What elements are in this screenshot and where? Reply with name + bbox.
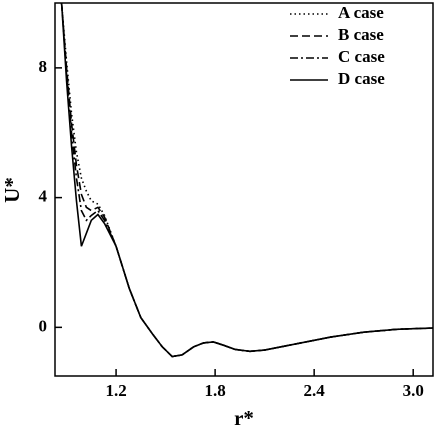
x-tick-label: 3.0 <box>403 381 424 400</box>
series-line <box>60 3 433 358</box>
x-tick-label: 1.8 <box>204 381 225 400</box>
y-tick-label: 0 <box>39 316 48 335</box>
legend-label: D case <box>338 69 385 88</box>
x-tick-label: 2.4 <box>304 381 326 400</box>
legend-label: C case <box>338 47 385 66</box>
y-axis-label: U* <box>0 177 24 203</box>
series-line <box>60 3 433 358</box>
y-tick-label: 8 <box>39 57 48 76</box>
x-axis-label: r* <box>234 406 254 430</box>
x-tick-label: 1.2 <box>105 381 126 400</box>
legend-label: A case <box>338 3 384 22</box>
legend-label: B case <box>338 25 384 44</box>
plot-frame <box>54 2 434 377</box>
y-tick-label: 4 <box>39 187 48 206</box>
